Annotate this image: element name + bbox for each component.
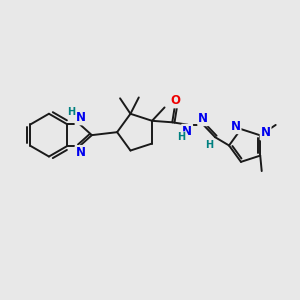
- Text: H: H: [177, 132, 185, 142]
- Text: H: H: [205, 140, 213, 150]
- Text: H: H: [68, 107, 76, 117]
- Text: N: N: [198, 112, 208, 125]
- Text: N: N: [76, 146, 85, 159]
- Text: N: N: [76, 111, 85, 124]
- Text: N: N: [182, 125, 192, 138]
- Text: O: O: [170, 94, 181, 107]
- Text: N: N: [261, 127, 271, 140]
- Text: N: N: [231, 120, 241, 133]
